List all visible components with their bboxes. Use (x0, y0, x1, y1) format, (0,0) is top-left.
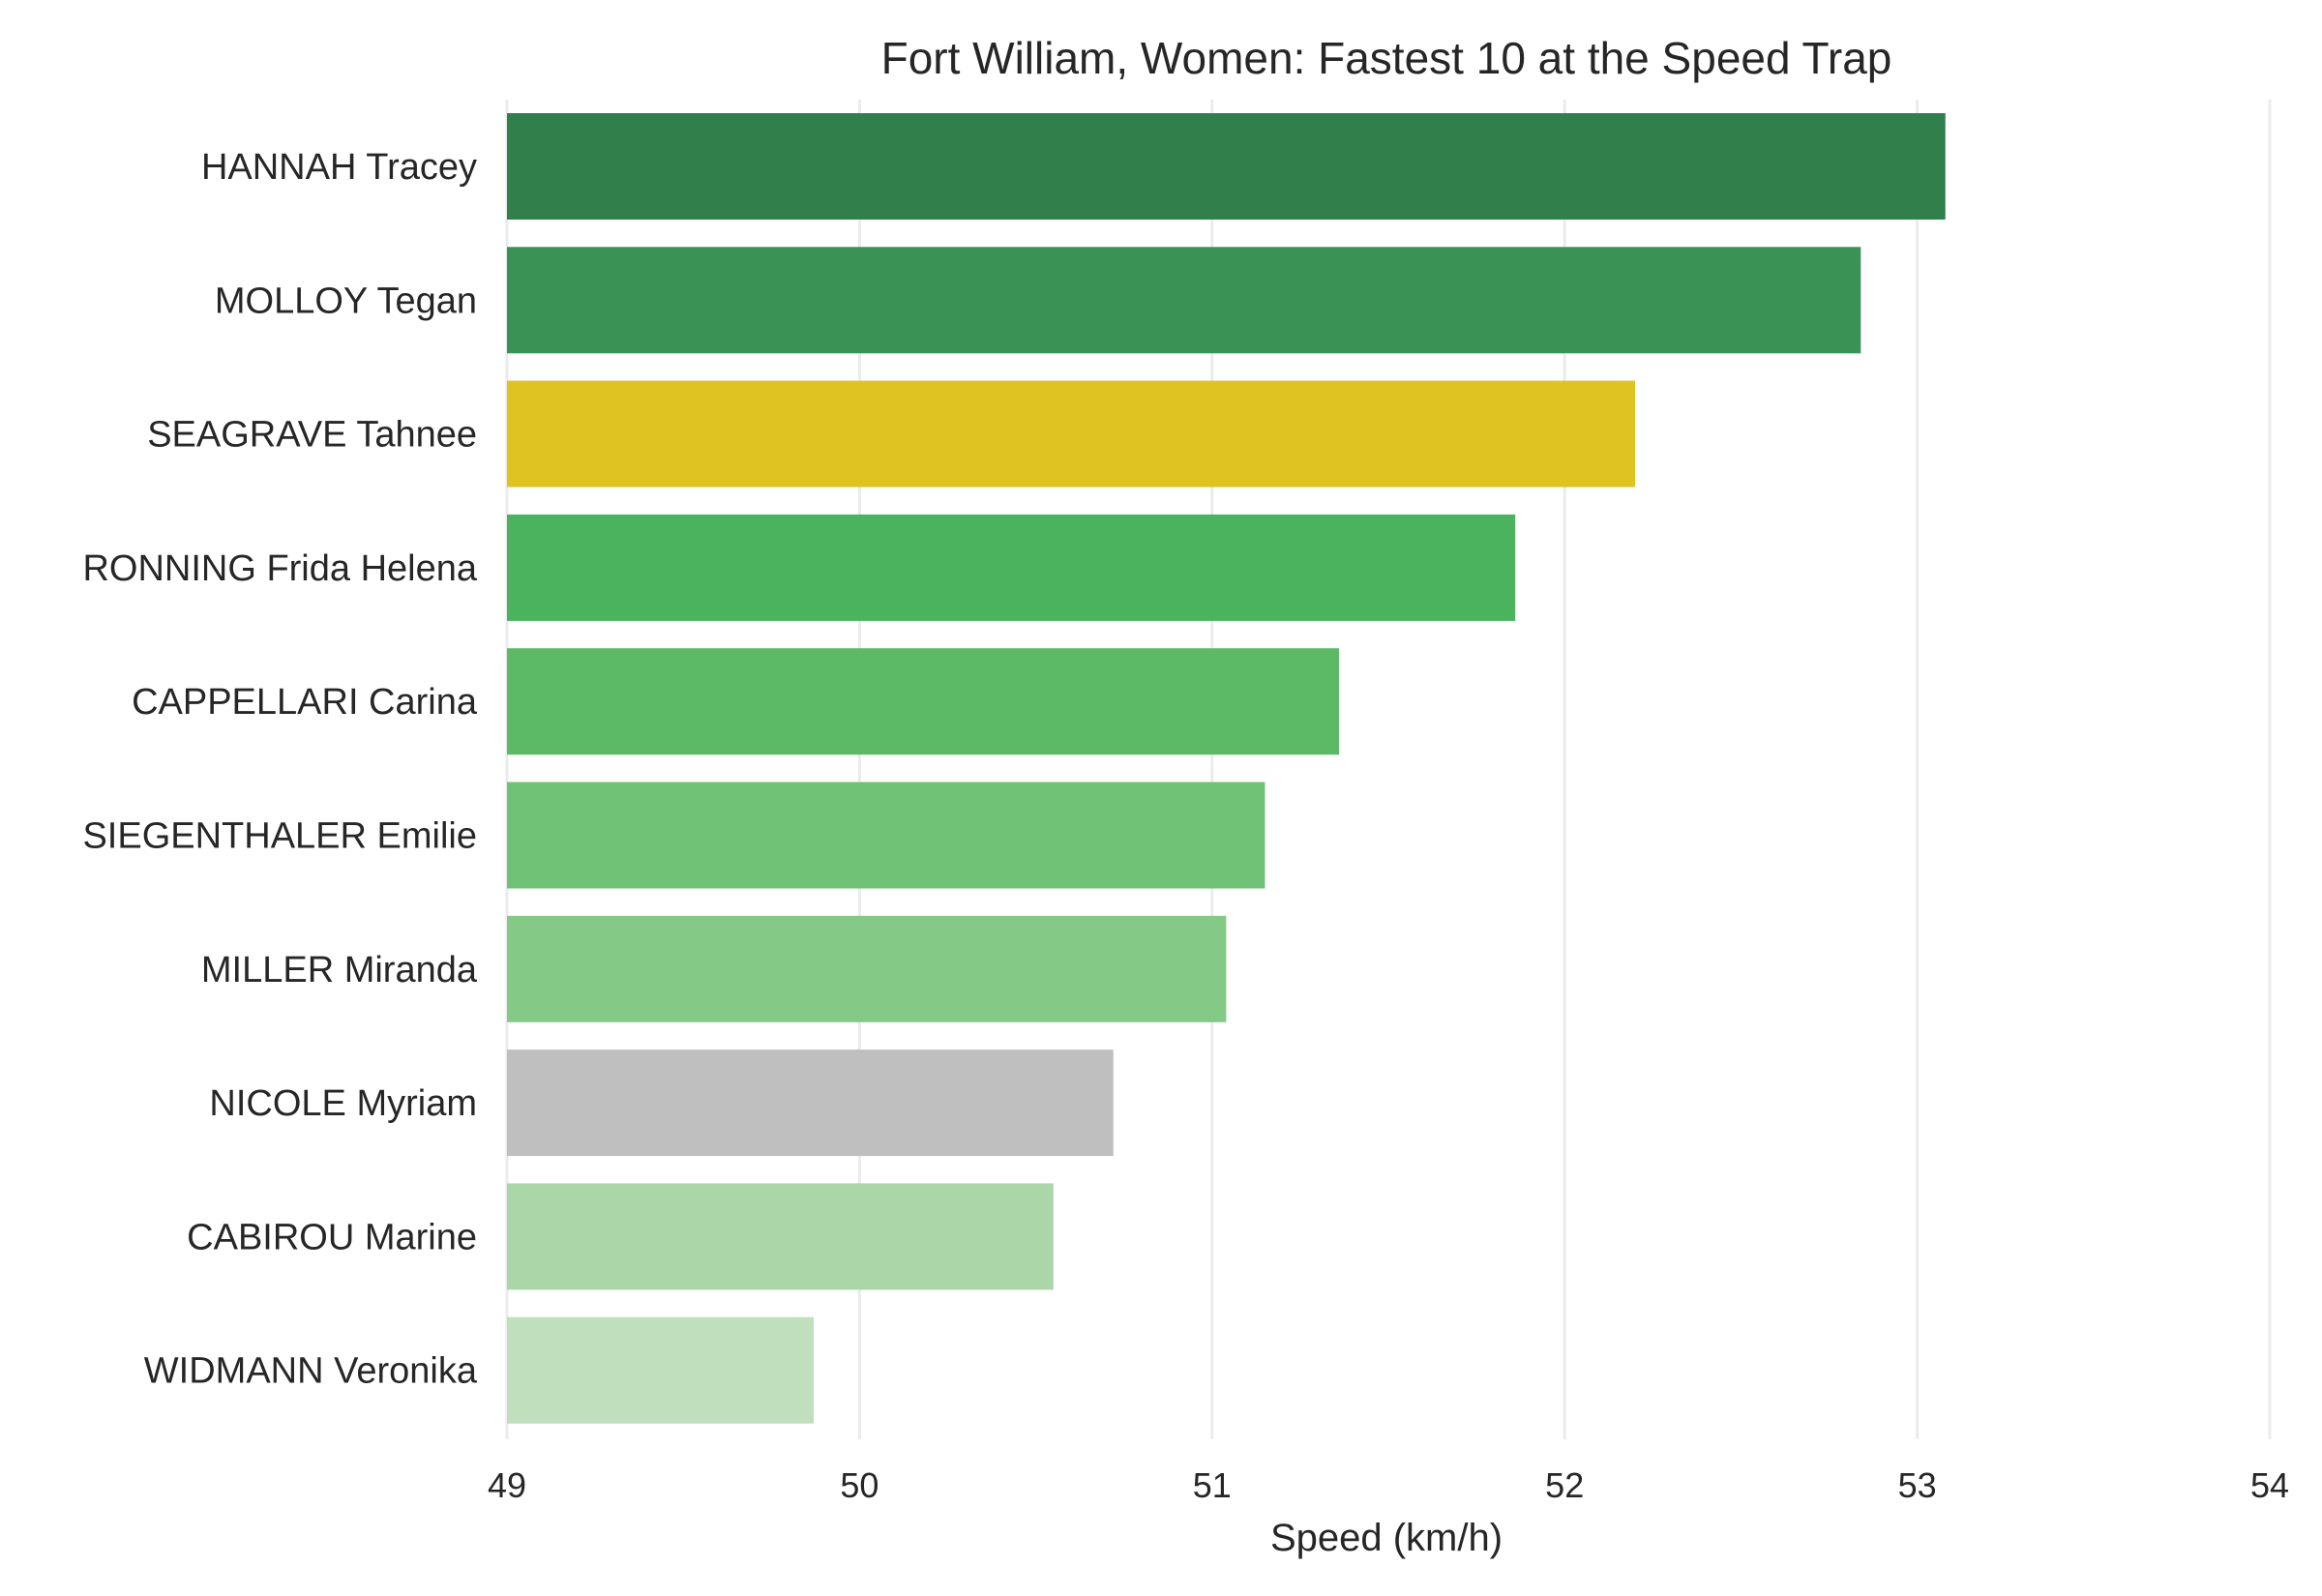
bars (507, 113, 1946, 1424)
category-label: CAPPELLARI Carina (132, 682, 478, 723)
bar (507, 1049, 1114, 1157)
chart-title: Fort William, Women: Fastest 10 at the S… (881, 33, 1892, 83)
category-label: RONNING Frida Helena (82, 548, 477, 589)
category-label: SIEGENTHALER Emilie (82, 816, 477, 857)
bar (507, 1183, 1054, 1290)
bar (507, 648, 1339, 755)
category-labels: HANNAH Tracey MOLLOY Tegan SEAGRAVE Tahnee… (82, 147, 477, 1392)
x-tick-label: 49 (488, 1465, 526, 1505)
bar (507, 782, 1265, 889)
x-axis-title: Speed (km/h) (1270, 1517, 1503, 1559)
bar (507, 514, 1516, 621)
category-label: HANNAH Tracey (201, 147, 477, 188)
x-tick-label: 52 (1545, 1465, 1584, 1505)
category-label: SEAGRAVE Tahnee (147, 415, 477, 456)
x-tick-label: 53 (1898, 1465, 1937, 1505)
x-tick-label: 50 (840, 1465, 878, 1505)
category-label: NICOLE Myriam (209, 1083, 477, 1124)
bar (507, 247, 1861, 354)
bar (507, 380, 1636, 488)
category-label: MOLLOY Tegan (215, 281, 477, 321)
category-label: WIDMANN Veronika (144, 1351, 478, 1392)
x-tick-label: 54 (2250, 1465, 2289, 1505)
category-label: MILLER Miranda (201, 950, 478, 990)
x-tick-labels: 49 50 51 52 53 54 (488, 1465, 2289, 1505)
bar (507, 113, 1946, 220)
x-tick-label: 51 (1193, 1465, 1232, 1505)
bar (507, 1316, 815, 1424)
category-label: CABIROU Marine (187, 1217, 477, 1257)
bar (507, 915, 1227, 1022)
